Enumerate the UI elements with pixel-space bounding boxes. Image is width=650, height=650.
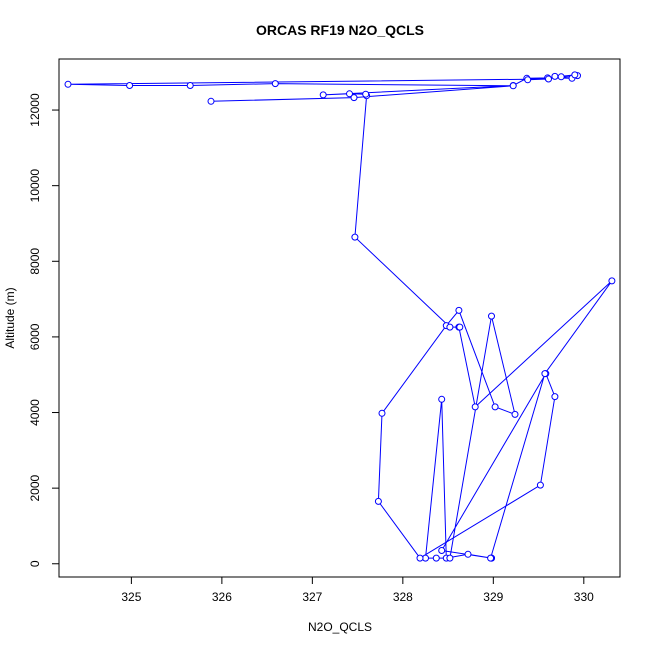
x-tick-label: 330 [574, 590, 594, 604]
data-point [346, 90, 353, 98]
data-point [471, 403, 479, 411]
data-point [271, 80, 279, 88]
data-point [464, 550, 472, 558]
data-point [487, 554, 495, 562]
data-point [64, 80, 72, 88]
data-point [374, 497, 382, 505]
plot-frame [58, 58, 621, 578]
data-point [416, 554, 424, 562]
data-point [536, 481, 544, 489]
x-tick-label: 327 [302, 590, 322, 604]
data-point [438, 547, 446, 554]
x-tick-label: 325 [121, 590, 141, 604]
data-point [446, 554, 454, 562]
y-tick-label: 10000 [28, 169, 42, 203]
data-point [551, 72, 559, 80]
x-axis: 325 326 327 328 329 330 [121, 576, 594, 604]
x-tick-label: 329 [483, 590, 503, 604]
data-point [351, 233, 359, 241]
data-point [491, 403, 499, 411]
data-point [432, 554, 440, 562]
data-point [207, 97, 215, 105]
data-point [557, 73, 565, 81]
data-series [64, 71, 616, 562]
data-point [608, 277, 616, 285]
data-point [446, 323, 454, 331]
x-tick-label: 326 [212, 590, 232, 604]
data-point [456, 323, 464, 331]
data-point [378, 409, 386, 417]
data-point [509, 82, 517, 90]
data-point [438, 395, 446, 403]
data-point [126, 82, 134, 89]
data-point [186, 82, 194, 89]
chart-title: ORCAS RF19 N2O_QCLS [256, 22, 424, 38]
y-tick-label: 6000 [28, 323, 42, 350]
data-point [350, 94, 358, 102]
y-tick-label: 2000 [28, 474, 42, 501]
series-line [67, 74, 613, 559]
y-tick-label: 0 [28, 560, 42, 567]
data-point [524, 76, 532, 84]
y-tick-label: 8000 [28, 248, 42, 275]
data-point [511, 410, 519, 418]
y-tick-label: 12000 [28, 93, 42, 127]
data-point [571, 71, 579, 79]
data-point [455, 306, 463, 314]
data-point [319, 91, 327, 99]
y-axis-label: Altitude (m) [3, 287, 17, 348]
data-point [551, 393, 559, 401]
x-tick-label: 328 [393, 590, 413, 604]
data-point [541, 370, 549, 378]
y-tick-label: 4000 [28, 399, 42, 426]
data-point [488, 312, 495, 320]
x-axis-label: N2O_QCLS [308, 620, 372, 634]
data-point [545, 75, 552, 83]
y-axis: 0 2000 4000 6000 8000 10000 12000 [28, 93, 60, 567]
data-point [362, 90, 370, 98]
